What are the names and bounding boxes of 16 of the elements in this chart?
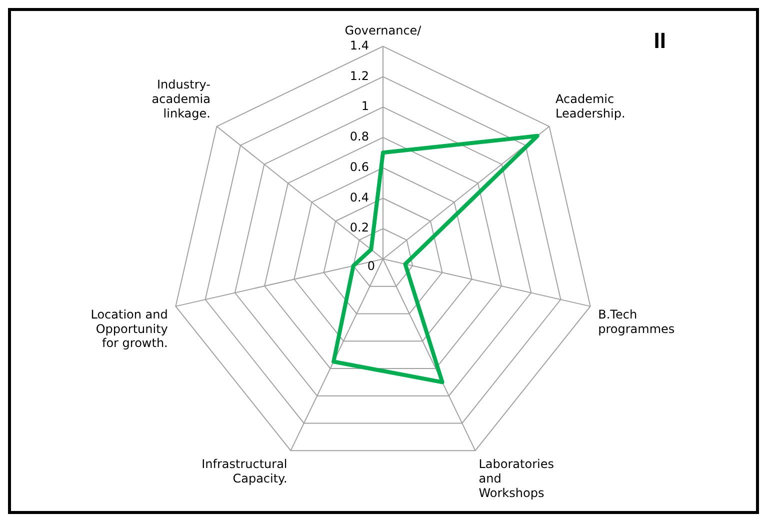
spoke-label: Laboratories and Workshops <box>478 457 554 500</box>
text: II <box>654 28 666 54</box>
y-tick-label: 1.4 <box>350 38 369 52</box>
y-tick-label: 0.4 <box>350 190 369 204</box>
spoke-label: Industry-academia linkage. <box>152 78 210 120</box>
y-tick-label: 1.2 <box>350 68 369 83</box>
spoke-label: Infrastructural Capacity. <box>202 457 288 486</box>
y-tick-label: 0.2 <box>350 220 369 235</box>
spoke-label: Academic Leadership. <box>556 92 626 120</box>
spoke-label: Governance/ <box>344 23 422 38</box>
y-tick-label: 0 <box>367 259 375 274</box>
spoke-label: Location and Opportunity for growth. <box>90 307 168 350</box>
y-tick-label: 0.8 <box>350 130 369 144</box>
y-tick-label: 1 <box>361 99 369 114</box>
spoke-label: B.Tech programmes <box>598 307 675 336</box>
y-tick-label: 0.6 <box>350 160 369 174</box>
